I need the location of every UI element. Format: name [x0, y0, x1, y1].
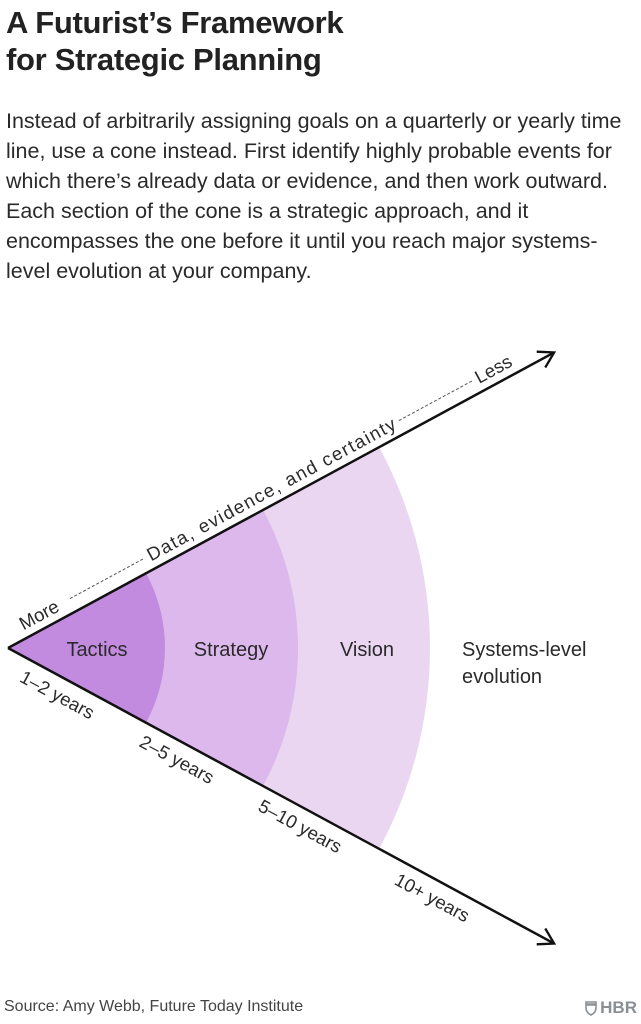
axis-less-label: Less	[471, 350, 515, 387]
upper-axis-line	[7, 351, 554, 650]
vision-label: Vision	[340, 639, 394, 661]
title-line-2: for Strategic Planning	[6, 42, 322, 77]
tactics-section	[8, 573, 165, 723]
page-title: A Futurist’s Framework for Strategic Pla…	[6, 4, 344, 78]
systems-label-line-1: Systems-level	[462, 639, 586, 661]
tactics-label: Tactics	[66, 639, 127, 661]
title-line-1: A Futurist’s Framework	[6, 5, 344, 40]
hbr-logo: HBR	[585, 998, 637, 1018]
shield-icon	[585, 1000, 597, 1016]
lower-axis-line	[7, 646, 554, 945]
logo-text: HBR	[600, 998, 637, 1017]
arrow-head-icon	[536, 927, 557, 946]
systems-label-line-2: evolution	[462, 666, 542, 688]
arrow-head-icon	[536, 350, 557, 369]
strategy-label: Strategy	[194, 639, 268, 661]
dashed-line	[398, 380, 473, 422]
description: Instead of arbitrarily assigning goals o…	[6, 109, 622, 283]
source-note: Source: Amy Webb, Future Today Institute	[4, 998, 304, 1015]
